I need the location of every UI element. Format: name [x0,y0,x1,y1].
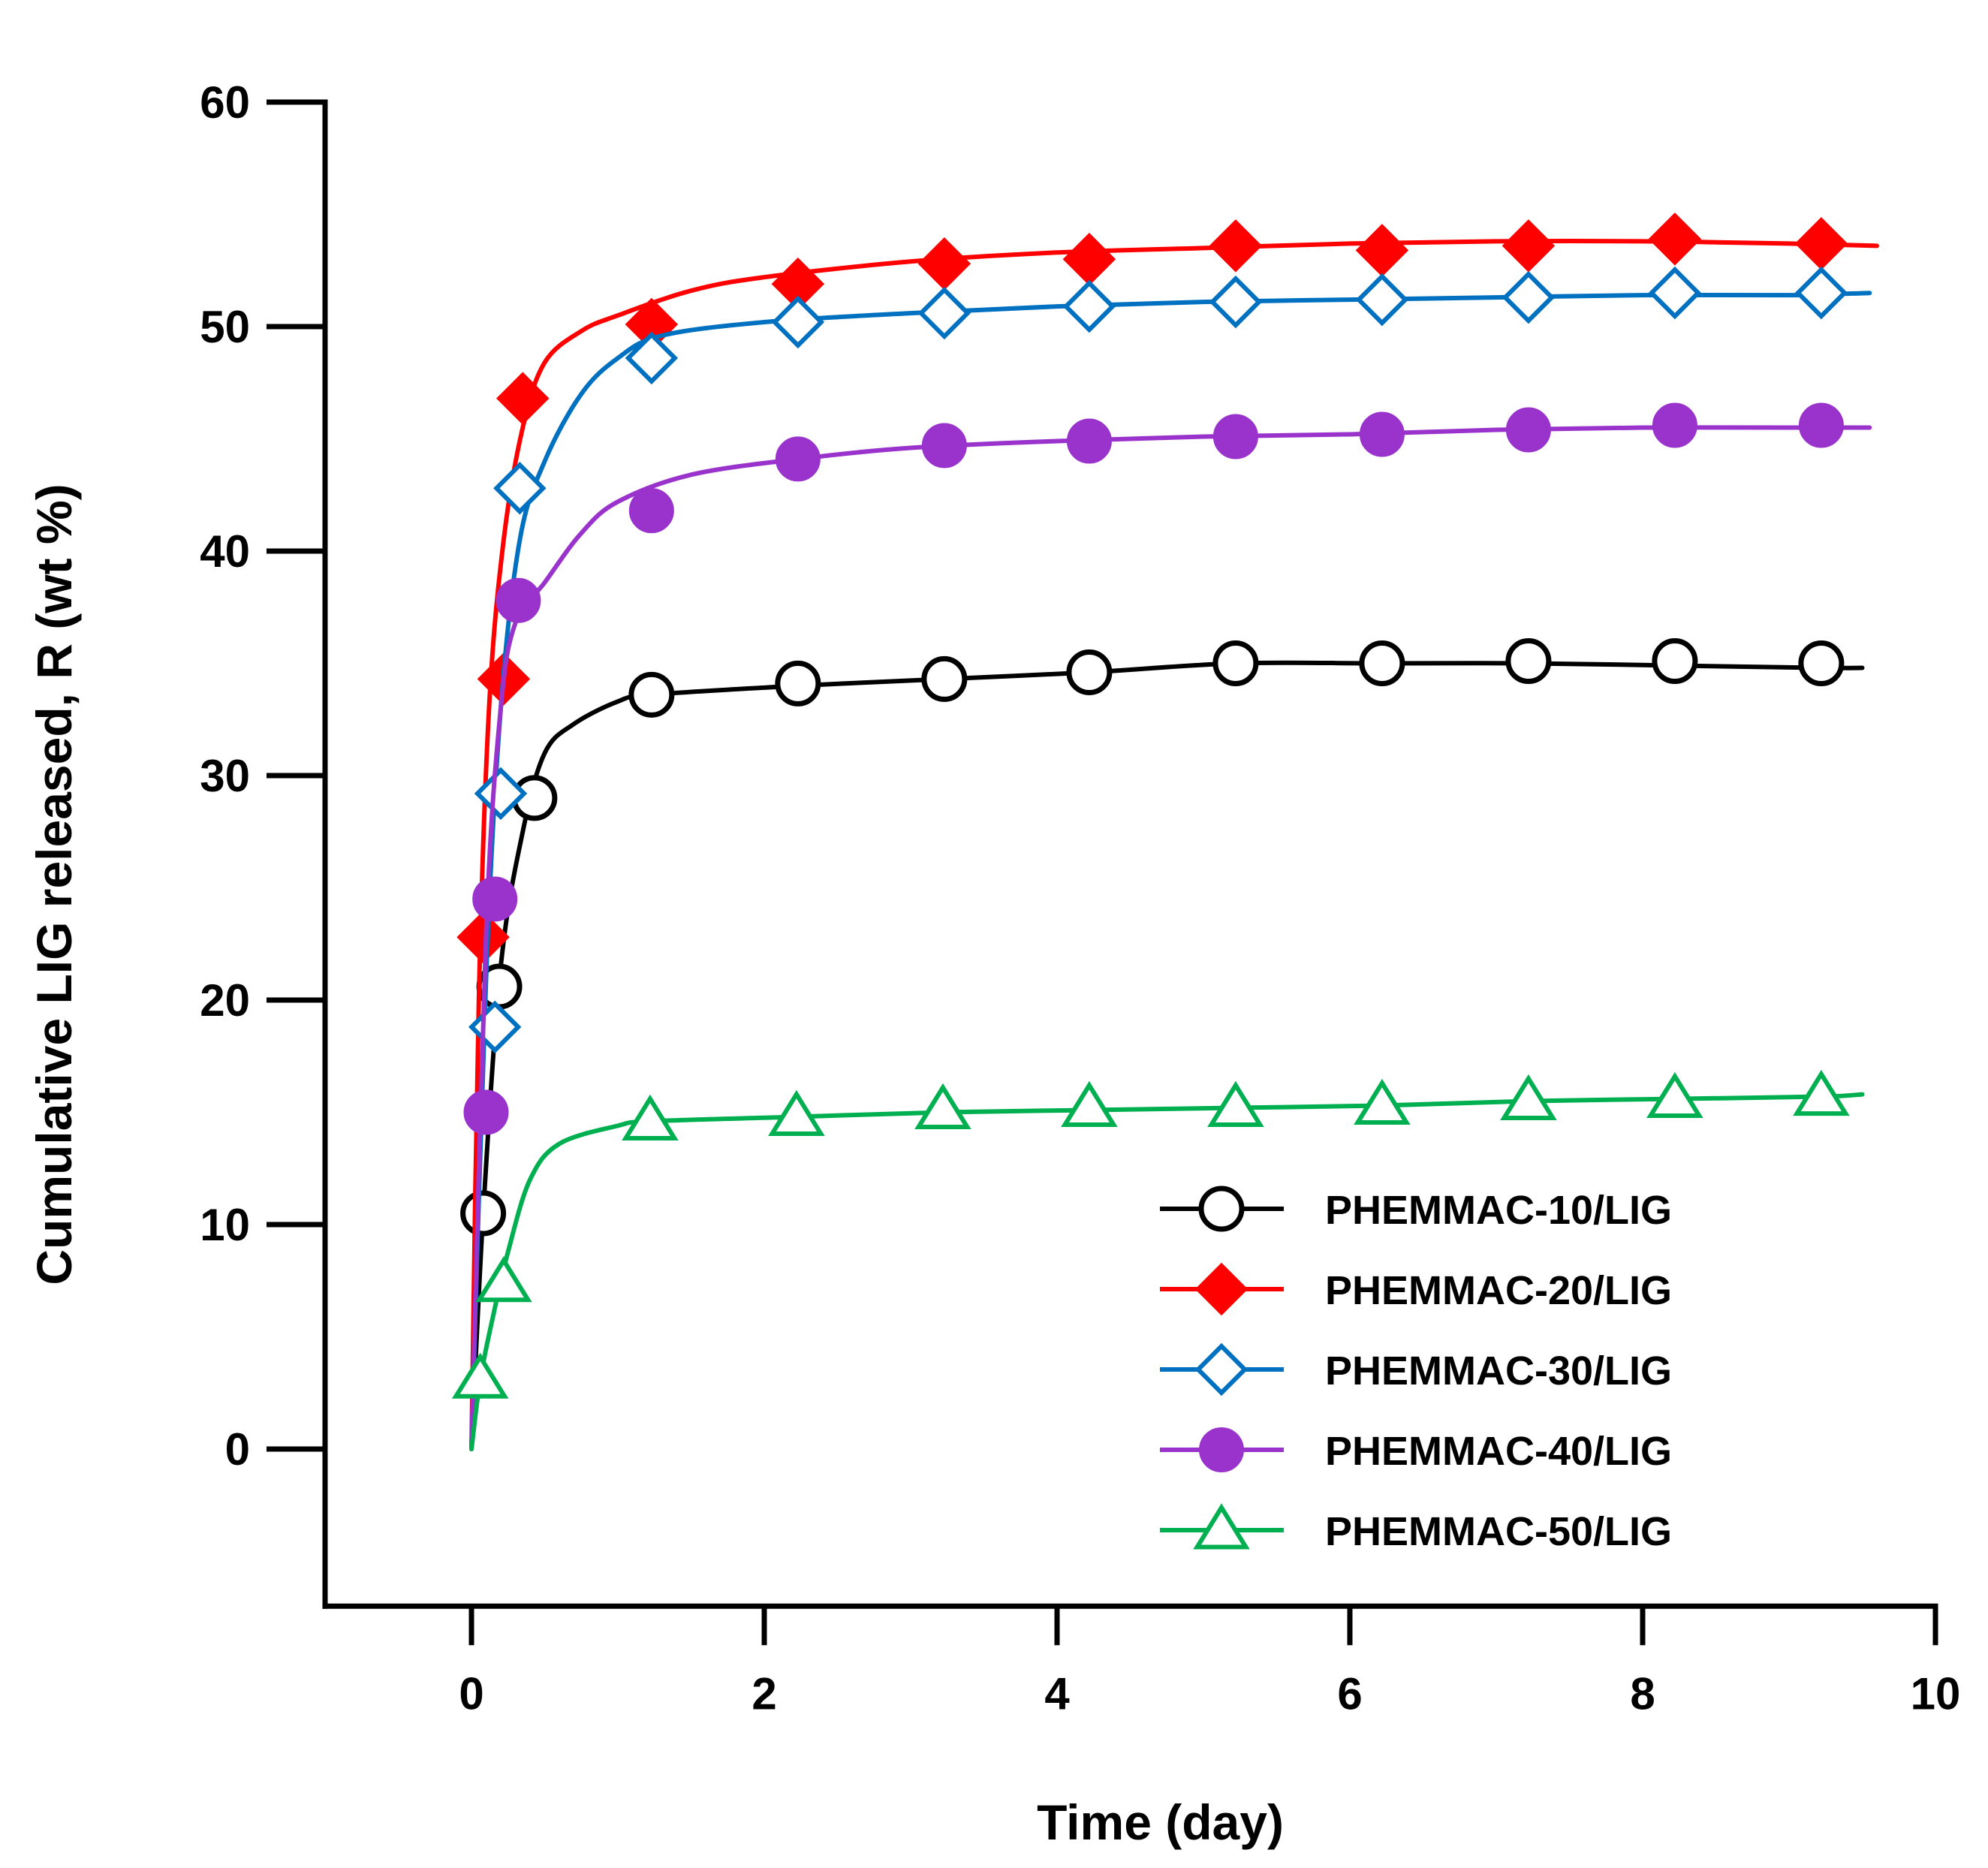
data-point [1652,402,1697,448]
data-point [460,1190,507,1237]
legend-label: PHEMMAC-20/LIG [1325,1268,1672,1313]
legend-item: PHEMMAC-50/LIG [1160,1503,1672,1554]
legend-marker [1194,1262,1249,1316]
data-point [1646,1071,1703,1119]
data-point [463,1089,509,1135]
legend-marker [1194,1342,1249,1396]
y-tick-label: 30 [200,751,250,801]
fit-line [469,660,1865,1451]
data-point [1798,402,1844,448]
data-point [1066,418,1112,464]
x-tick-label: 8 [1630,1668,1655,1719]
data-point [771,295,825,349]
x-axis-title: Time (day) [1037,1794,1284,1850]
data-point [768,1089,825,1136]
data-point [1066,649,1113,695]
legend-marker [1193,1503,1250,1550]
x-tick-label: 0 [459,1668,483,1719]
data-point [1798,640,1845,686]
data-point [1500,1074,1557,1121]
data-point [1359,411,1405,457]
data-point [1505,407,1551,453]
series-phemmac-20-lig [456,212,1879,1451]
data-point [1648,266,1702,320]
data-point [1061,1080,1118,1128]
y-tick-label: 60 [200,77,250,128]
y-axis-title: Cumulative LIG released, R (wt %) [26,484,82,1285]
legend: PHEMMAC-10/LIG PHEMMAC-20/LIG PHEMMAC-30/L… [1160,1186,1672,1554]
legend-item: PHEMMAC-10/LIG [1160,1186,1672,1233]
data-point [1354,1078,1411,1125]
legend-item: PHEMMAC-40/LIG [1160,1427,1672,1474]
axes: 0 10 20 30 40 50 60 0 2 4 6 8 10 Time (day) Cumulative… [26,77,1960,1850]
data-point [1359,640,1405,686]
y-tick-label: 0 [225,1424,250,1475]
data-point [1355,273,1409,327]
x-tick-label: 2 [752,1668,776,1719]
y-tick-label: 50 [200,302,250,352]
data-point [472,876,518,922]
data-point [1652,638,1698,685]
data-point [1505,638,1552,685]
data-point [1209,219,1263,273]
data-point [917,286,971,340]
series-phemmac-40-lig [463,402,1872,1451]
data-point [1355,224,1409,277]
data-point [1502,270,1556,324]
data-point [1209,275,1263,329]
x-tick-label: 4 [1044,1668,1070,1719]
data-point [475,1256,532,1303]
legend-marker [1199,1427,1244,1472]
data-point [1212,414,1258,459]
legend-marker [1198,1186,1245,1232]
y-tick-label: 10 [200,1200,250,1250]
data-point [1794,266,1848,320]
y-tick-label: 40 [200,526,250,577]
data-point [775,660,821,707]
data-point [775,436,821,482]
data-point [628,488,674,534]
series-phemmac-10-lig [460,638,1865,1451]
data-point [1794,217,1848,270]
legend-item: PHEMMAC-30/LIG [1160,1342,1672,1396]
data-point [921,655,968,702]
legend-label: PHEMMAC-30/LIG [1325,1348,1672,1393]
series-layer [451,212,1879,1451]
data-point [628,671,675,718]
series-phemmac-50-lig [451,1069,1865,1451]
data-point [1502,219,1556,273]
legend-label: PHEMMAC-40/LIG [1325,1429,1672,1474]
x-tick-label: 6 [1337,1668,1362,1719]
data-point [1062,279,1116,333]
data-point [1062,233,1116,286]
legend-item: PHEMMAC-20/LIG [1160,1262,1672,1316]
legend-label: PHEMMAC-50/LIG [1325,1509,1672,1554]
fit-line [469,239,1879,1451]
data-point [474,767,528,821]
data-point [1648,212,1702,266]
data-point [451,1352,509,1399]
data-point [495,577,541,623]
data-point [1212,640,1259,686]
y-tick-label: 20 [200,975,250,1026]
data-point [1207,1080,1264,1128]
data-point [921,423,967,469]
data-point [1793,1069,1850,1116]
data-point [496,372,550,425]
data-point [622,1094,679,1140]
data-point [625,331,679,385]
data-point [493,462,547,515]
x-tick-label: 10 [1911,1668,1961,1719]
legend-label: PHEMMAC-10/LIG [1325,1188,1672,1233]
fit-line [469,1092,1865,1451]
data-point [917,237,971,291]
data-point [914,1083,971,1130]
